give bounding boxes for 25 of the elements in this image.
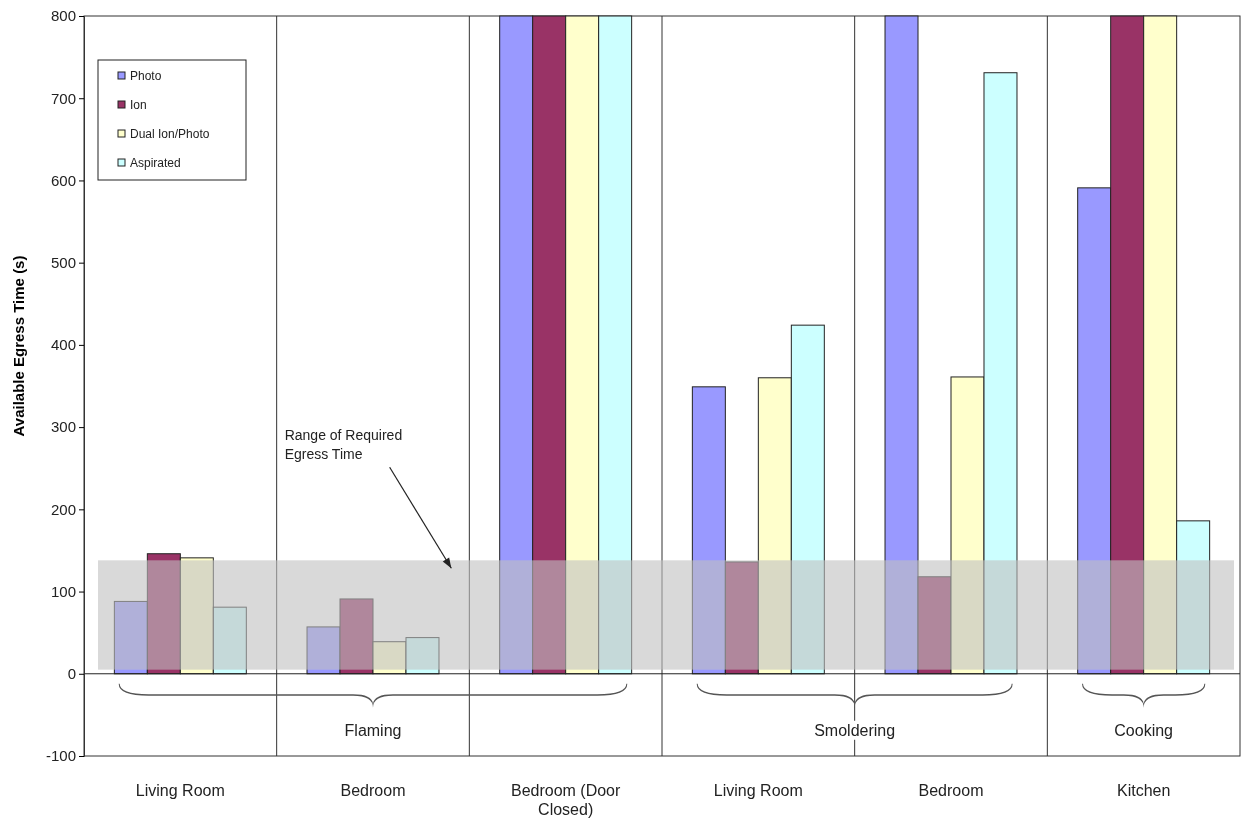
y-tick-label: 400	[50, 336, 76, 354]
y-tick-label: 200	[50, 500, 76, 518]
annotation: Smoldering	[814, 721, 896, 739]
legend-label: Aspirated	[130, 156, 181, 170]
x-tick-label: Bedroom	[918, 782, 984, 799]
x-tick-label: Living Room	[135, 782, 225, 799]
y-tick-label: 500	[50, 253, 76, 271]
y-tick-label: 600	[50, 171, 76, 189]
legend-label: Dual Ion/Photo	[130, 127, 210, 141]
x-tick-label: Living Room	[713, 782, 803, 799]
y-tick-label: 300	[50, 418, 76, 436]
legend-label: Ion	[130, 98, 147, 112]
y-tick-label: 0	[67, 665, 76, 683]
x-tick-label: Kitchen	[1116, 782, 1171, 799]
x-tick-label: Bedroom	[340, 782, 406, 799]
y-tick-label: 100	[50, 582, 76, 600]
annotation: Cooking	[1114, 721, 1174, 739]
y-axis-title: Available Egress Time (s)	[10, 255, 27, 437]
band-label: Range of Required Egress Time	[284, 427, 403, 463]
y-tick-label: 800	[50, 7, 76, 25]
y-tick-label: 700	[50, 89, 76, 107]
y-tick-label: -100	[45, 747, 76, 765]
legend-label: Photo	[130, 69, 162, 83]
annotation: Flaming	[344, 721, 402, 739]
x-tick-label: Bedroom (Door Closed)	[510, 782, 622, 818]
